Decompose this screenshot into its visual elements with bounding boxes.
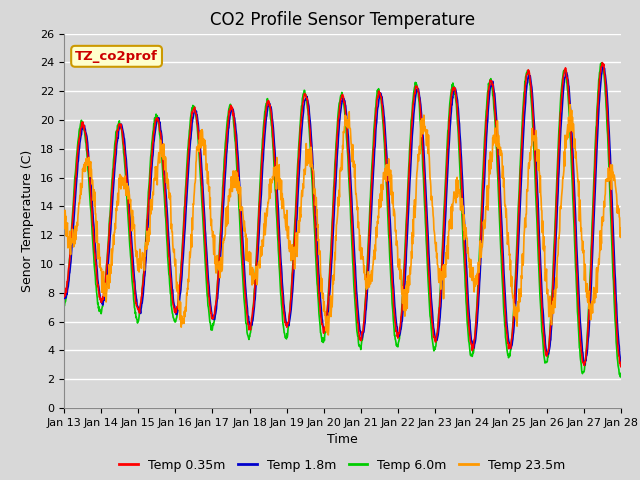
Temp 0.35m [60, 294, 68, 300]
Temp 23.5m [184, 287, 191, 292]
Temp 6.0m [616, 374, 624, 380]
Line: Temp 23.5m: Temp 23.5m [64, 105, 621, 335]
Temp 23.5m [60, 215, 68, 221]
Temp 6.0m [502, 335, 509, 340]
Temp 6.0m [246, 331, 254, 336]
Temp 0.35m [429, 325, 436, 331]
Temp 0.35m [246, 324, 254, 330]
Temp 0.35m [184, 160, 191, 166]
Temp 23.5m [566, 102, 574, 108]
Line: Temp 1.8m: Temp 1.8m [64, 66, 621, 365]
Temp 6.0m [184, 147, 191, 153]
Line: Temp 6.0m: Temp 6.0m [64, 63, 621, 377]
Temp 0.35m [598, 60, 606, 65]
Temp 1.8m [184, 178, 191, 184]
Temp 23.5m [170, 246, 178, 252]
Temp 1.8m [60, 295, 68, 301]
Temp 23.5m [551, 305, 559, 311]
Temp 6.0m [170, 318, 178, 324]
Temp 1.8m [170, 303, 178, 309]
Y-axis label: Senor Temperature (C): Senor Temperature (C) [22, 150, 35, 292]
Temp 1.8m [551, 267, 559, 273]
Temp 0.35m [617, 364, 625, 370]
Temp 23.5m [617, 234, 625, 240]
Temp 1.8m [617, 360, 625, 365]
Temp 6.0m [551, 232, 559, 238]
Temp 0.35m [170, 307, 178, 312]
Text: TZ_co2prof: TZ_co2prof [75, 50, 158, 63]
Temp 1.8m [581, 362, 589, 368]
Temp 0.35m [502, 314, 509, 320]
Legend: Temp 0.35m, Temp 1.8m, Temp 6.0m, Temp 23.5m: Temp 0.35m, Temp 1.8m, Temp 6.0m, Temp 2… [115, 454, 570, 477]
Temp 6.0m [598, 60, 605, 66]
Temp 1.8m [429, 314, 436, 320]
Temp 1.8m [502, 298, 509, 303]
Line: Temp 0.35m: Temp 0.35m [64, 62, 621, 367]
Temp 23.5m [324, 332, 332, 338]
Temp 23.5m [502, 215, 509, 220]
Temp 6.0m [60, 302, 68, 308]
Title: CO2 Profile Sensor Temperature: CO2 Profile Sensor Temperature [210, 11, 475, 29]
Temp 6.0m [617, 371, 625, 376]
Temp 1.8m [600, 63, 607, 69]
Temp 1.8m [246, 322, 254, 327]
X-axis label: Time: Time [327, 433, 358, 446]
Temp 23.5m [429, 212, 437, 218]
Temp 23.5m [246, 272, 254, 277]
Temp 6.0m [429, 340, 436, 346]
Temp 0.35m [551, 244, 559, 250]
